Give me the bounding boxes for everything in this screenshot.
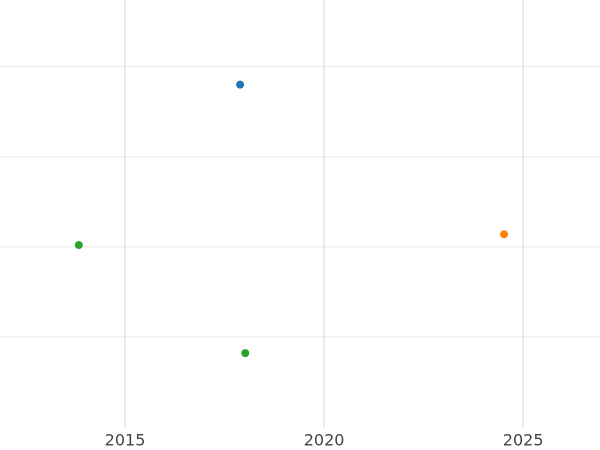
- point: [241, 349, 250, 358]
- x-tick-label: 2020: [304, 431, 345, 450]
- point: [74, 241, 83, 250]
- x-tick-label: 2015: [105, 431, 146, 450]
- point: [236, 80, 245, 89]
- x-tick-label: 2025: [503, 431, 544, 450]
- point: [500, 230, 509, 239]
